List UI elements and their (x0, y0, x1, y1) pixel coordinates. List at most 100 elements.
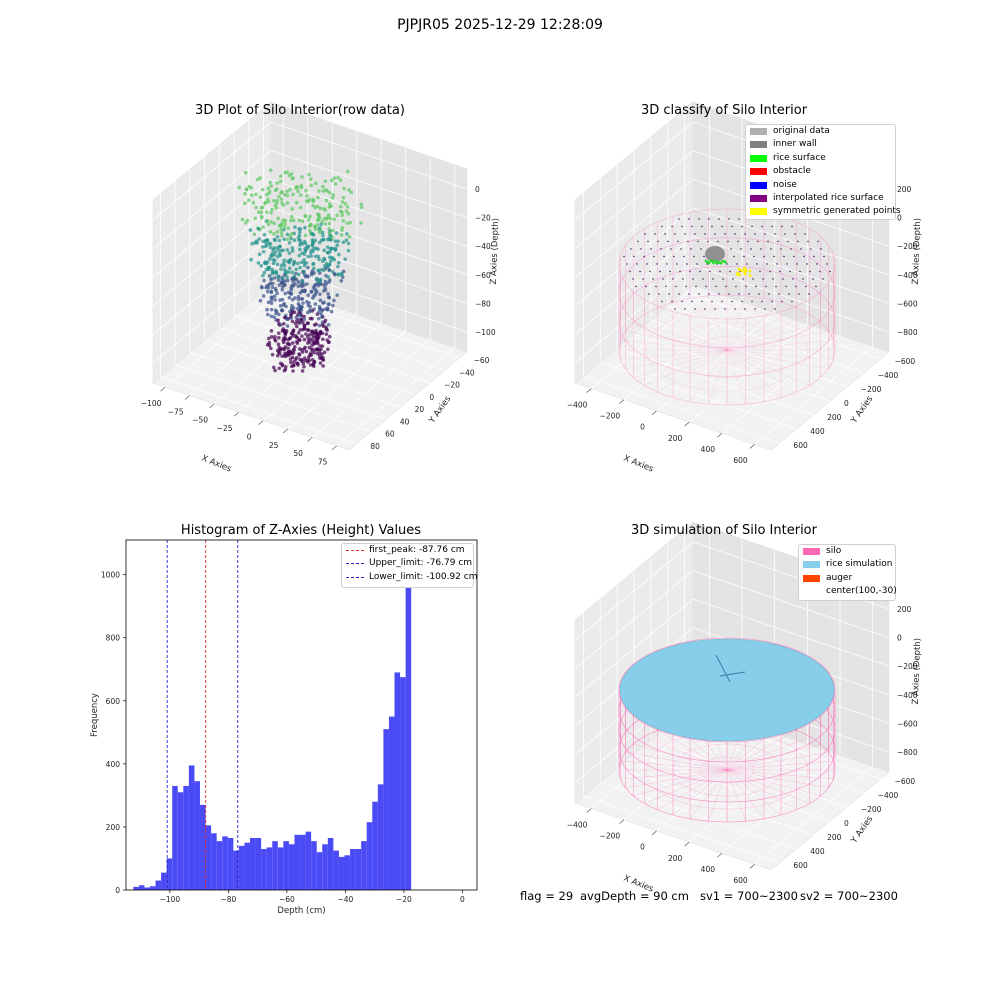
interpolated-point (646, 263, 648, 265)
raw-data-point (261, 249, 266, 254)
interpolated-point (797, 240, 799, 243)
interpolated-point (719, 270, 721, 273)
interpolated-point (770, 248, 772, 250)
raw-data-point (320, 219, 325, 224)
histogram-bar (183, 785, 189, 890)
raw-data-point (338, 209, 343, 214)
auger-line (719, 671, 746, 677)
raw-data-point (290, 270, 295, 275)
histogram-bar (372, 801, 378, 890)
raw-data-point (282, 315, 287, 320)
raw-data-point (277, 312, 281, 317)
raw-data-point (297, 218, 302, 223)
raw-data-point (310, 243, 315, 248)
raw-data-point (251, 200, 256, 205)
raw-back-pane (270, 101, 468, 353)
raw-data-point (261, 225, 265, 229)
raw-data-point (265, 289, 270, 294)
raw-data-point (306, 341, 310, 345)
raw-data-point (273, 339, 278, 343)
raw-data-point (274, 271, 279, 276)
classify-silo-bottom-spoke (726, 330, 829, 351)
classify-floor-grid-y (617, 347, 814, 416)
raw-data-point (279, 227, 283, 232)
classify-ylabel: Y Axies (849, 394, 876, 426)
raw-data-point (260, 187, 265, 192)
raw-data-point (277, 238, 282, 243)
sim-floor-grid-y (600, 781, 797, 850)
raw-data-point (322, 350, 327, 355)
raw-data-point (311, 233, 316, 237)
raw-data-point (317, 323, 322, 328)
raw-data-point (306, 254, 310, 259)
interpolated-point (667, 240, 669, 243)
raw-xtick-mark (307, 437, 313, 442)
raw-data-point (266, 191, 271, 196)
raw-data-point (280, 221, 284, 226)
sim-silo-bottom-spoke (644, 769, 728, 804)
histogram-bar (261, 849, 267, 890)
interpolated-point (764, 308, 766, 310)
raw-data-point (267, 265, 272, 270)
raw-data-point (291, 331, 295, 336)
interpolated-point (679, 270, 681, 273)
sim-silo-bottom-spoke (726, 752, 829, 771)
raw-data-point (282, 321, 286, 326)
raw-data-point (262, 278, 266, 283)
raw-data-point (269, 298, 274, 302)
raw-data-point (327, 231, 332, 235)
legend-line (346, 563, 364, 565)
raw-floor-grid-y (248, 302, 446, 371)
raw-data-point (333, 272, 337, 277)
classify-xtick-label: −200 (600, 412, 621, 421)
raw-data-point (272, 246, 276, 250)
raw-data-point (288, 291, 293, 296)
interpolated-point (781, 225, 783, 228)
raw-data-point (345, 232, 349, 236)
raw-left-grid-z (152, 121, 272, 221)
sim-ytick-label: 200 (827, 833, 842, 842)
raw-data-point (334, 231, 339, 235)
raw-data-point (279, 263, 284, 268)
raw-data-point (340, 275, 345, 280)
raw-data-point (312, 350, 316, 355)
classify-silo-bottom-spoke (708, 349, 728, 405)
interpolated-point (699, 270, 701, 273)
raw-data-point (338, 178, 343, 183)
classify-silo-bottom-ring (645, 308, 809, 392)
classify-ytick-label: −400 (878, 371, 899, 380)
raw-data-point (320, 320, 325, 324)
interpolated-point (734, 308, 736, 310)
raw-data-point (256, 226, 261, 231)
raw-data-point (297, 312, 302, 317)
classify-silo-bottom-spoke (689, 349, 728, 402)
sim-xtick-label: 200 (668, 854, 683, 863)
sim-xtick-mark (651, 830, 657, 836)
raw-data-point (323, 208, 328, 212)
raw-data-point (275, 262, 280, 267)
raw-data-point (323, 307, 328, 311)
raw-data-point (320, 308, 325, 313)
interpolated-point (771, 225, 773, 228)
classify-floor-grid-y (667, 305, 864, 374)
sim-xtick-mark (684, 841, 690, 847)
raw-data-point (275, 181, 280, 185)
raw-point-cloud (237, 168, 364, 373)
legend-item: original data (746, 125, 895, 138)
classify-back-grid-z (692, 236, 890, 304)
raw-data-point (327, 205, 332, 209)
raw-data-point (340, 200, 345, 204)
histogram-bars (133, 555, 412, 890)
raw-data-point (309, 248, 314, 253)
histogram-ytick-label: 800 (106, 634, 121, 643)
raw-data-point (285, 324, 290, 328)
rice-simulation-surface (619, 638, 835, 742)
raw-data-point (275, 348, 280, 353)
raw-data-point (272, 232, 276, 236)
classify-ytick-label: −200 (861, 385, 882, 394)
legend-swatch (750, 208, 767, 216)
raw-data-point (303, 241, 308, 246)
interpolated-point (637, 240, 639, 243)
raw-ytick-label: 20 (415, 405, 425, 414)
raw-data-point (291, 351, 296, 355)
